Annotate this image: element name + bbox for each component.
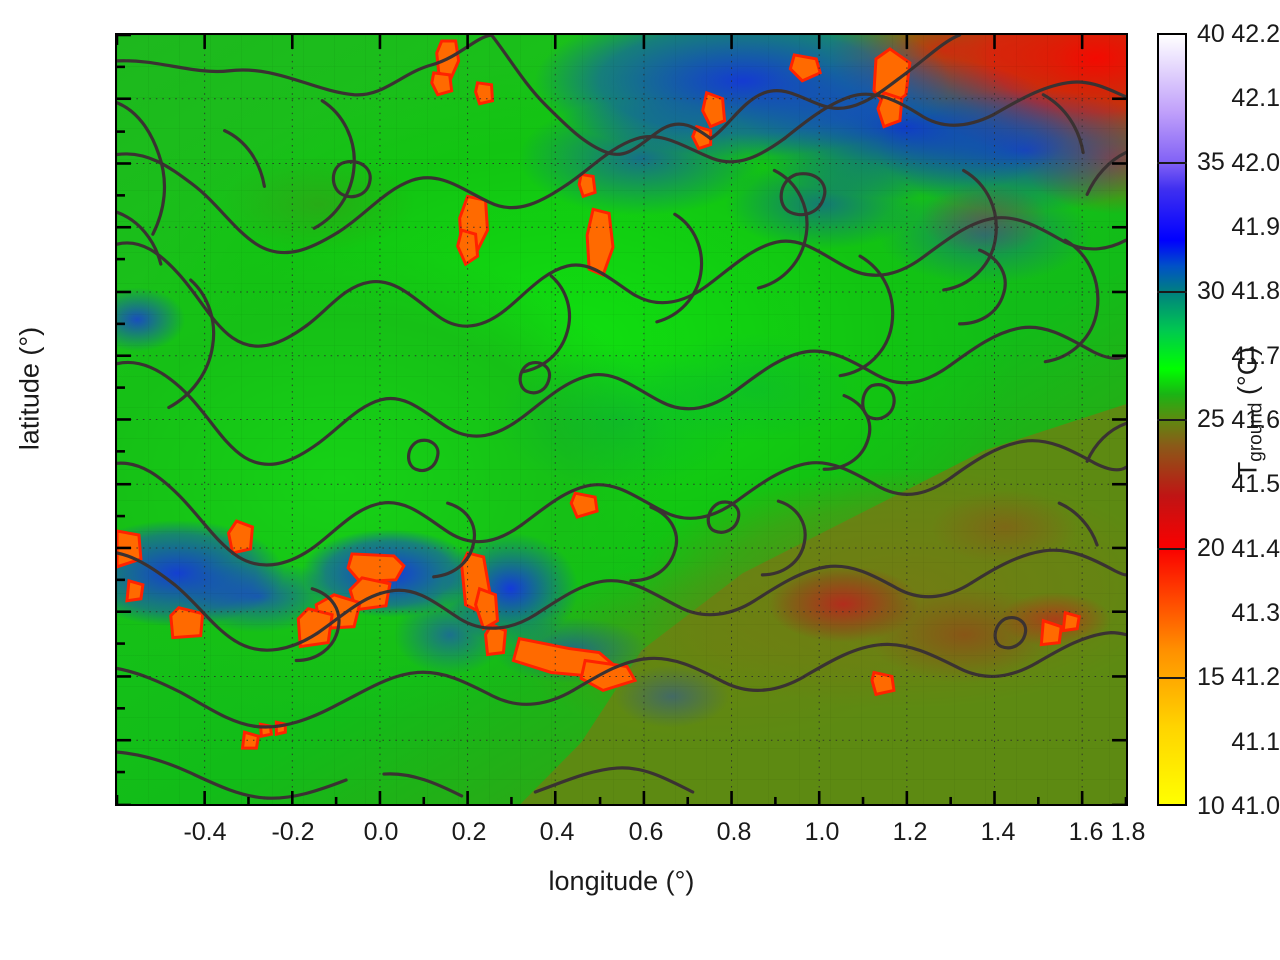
- ytick-label-41-2: 41.2: [1231, 663, 1280, 691]
- ytick-label-41-6: 41.6: [1231, 406, 1280, 434]
- ytick-label-42-1: 42.1: [1231, 84, 1280, 112]
- xtick-label-0-2: 0.2: [451, 818, 487, 846]
- terrain-contour-overlay: [117, 35, 1126, 800]
- ytick-label-41-8: 41.8: [1231, 277, 1280, 305]
- xtick-label-0-0: 0.0: [363, 818, 399, 846]
- ytick-label-42-0: 42.0: [1231, 149, 1280, 177]
- x-axis-title: longitude (°): [548, 866, 695, 896]
- ytick-label-41-5: 41.5: [1231, 470, 1280, 498]
- ytick-label-42-2: 42.2: [1231, 20, 1280, 48]
- xtick-label-1-4: 1.4: [980, 818, 1016, 846]
- colorbar-tick-25: [1157, 419, 1187, 421]
- xtick-label-0-4: 0.4: [539, 818, 575, 846]
- colorbar-label-10: 10: [1197, 792, 1225, 820]
- plot-gridlines: [117, 35, 1126, 804]
- colorbar-label-35: 35: [1197, 148, 1225, 176]
- ytick-label-41-9: 41.9: [1231, 213, 1280, 241]
- ytick-label-41-7: 41.7: [1231, 342, 1280, 370]
- ytick-label-41-3: 41.3: [1231, 599, 1280, 627]
- colorbar-title-units: (°C): [1232, 346, 1263, 403]
- xtick-label-0-8: 0.8: [716, 818, 752, 846]
- temperature-raster: [117, 35, 1126, 804]
- colorbar-tick-30: [1157, 291, 1187, 293]
- colorbar-tick-35: [1157, 162, 1187, 164]
- plot-tickmarks: [117, 35, 1126, 804]
- colorbar-title-subscript: ground: [1245, 402, 1267, 462]
- colorbar-tick-15: [1157, 677, 1187, 679]
- colorbar-tick-20: [1157, 548, 1187, 550]
- heatmap-plot-area: [115, 33, 1128, 806]
- colorbar-label-20: 20: [1197, 534, 1225, 562]
- xtick-label-1-8: 1.8: [1110, 818, 1146, 846]
- xtick-label-1-6: 1.6: [1068, 818, 1104, 846]
- colorbar-title: Tground (°C): [1232, 253, 1267, 573]
- y-axis-title: latitude (°): [14, 326, 45, 451]
- colorbar-label-15: 15: [1197, 663, 1225, 691]
- colorbar-label-30: 30: [1197, 277, 1225, 305]
- colorbar-label-25: 25: [1197, 405, 1225, 433]
- ytick-label-41-4: 41.4: [1231, 535, 1280, 563]
- xtick-label-m0-4: -0.4: [183, 818, 227, 846]
- xtick-label-1-2: 1.2: [892, 818, 928, 846]
- ytick-label-41-0: 41.0: [1231, 792, 1280, 820]
- colorbar-label-40: 40: [1197, 20, 1225, 48]
- xtick-label-1-0: 1.0: [804, 818, 840, 846]
- xtick-label-m0-2: -0.2: [271, 818, 315, 846]
- ytick-label-41-1: 41.1: [1231, 728, 1280, 756]
- colorbar-title-symbol: T: [1232, 461, 1263, 479]
- xtick-label-0-6: 0.6: [628, 818, 664, 846]
